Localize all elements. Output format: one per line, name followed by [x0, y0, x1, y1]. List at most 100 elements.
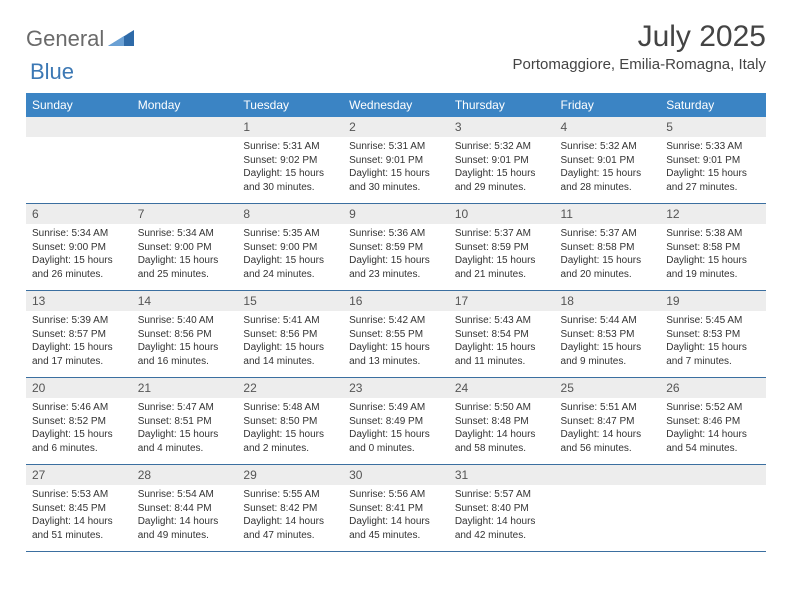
weekday-header: Wednesday [343, 93, 449, 117]
calendar-cell: 12Sunrise: 5:38 AMSunset: 8:58 PMDayligh… [660, 204, 766, 291]
weekday-header: Saturday [660, 93, 766, 117]
brand-triangle-icon [108, 28, 134, 51]
day-number: 6 [26, 204, 132, 224]
day-number: 17 [449, 291, 555, 311]
day-number: 9 [343, 204, 449, 224]
calendar-cell: 18Sunrise: 5:44 AMSunset: 8:53 PMDayligh… [555, 291, 661, 378]
day-number: 28 [132, 465, 238, 485]
day-details: Sunrise: 5:41 AMSunset: 8:56 PMDaylight:… [237, 311, 343, 372]
day-details: Sunrise: 5:53 AMSunset: 8:45 PMDaylight:… [26, 485, 132, 546]
calendar-week-row: 6Sunrise: 5:34 AMSunset: 9:00 PMDaylight… [26, 204, 766, 291]
day-details: Sunrise: 5:31 AMSunset: 9:01 PMDaylight:… [343, 137, 449, 198]
calendar-body: 1Sunrise: 5:31 AMSunset: 9:02 PMDaylight… [26, 117, 766, 552]
calendar-cell: 20Sunrise: 5:46 AMSunset: 8:52 PMDayligh… [26, 378, 132, 465]
day-number: 25 [555, 378, 661, 398]
calendar-cell: 27Sunrise: 5:53 AMSunset: 8:45 PMDayligh… [26, 465, 132, 552]
day-details: Sunrise: 5:48 AMSunset: 8:50 PMDaylight:… [237, 398, 343, 459]
day-number: 19 [660, 291, 766, 311]
day-number: 13 [26, 291, 132, 311]
day-number: 20 [26, 378, 132, 398]
weekday-header: Thursday [449, 93, 555, 117]
day-number: 10 [449, 204, 555, 224]
calendar-cell: 17Sunrise: 5:43 AMSunset: 8:54 PMDayligh… [449, 291, 555, 378]
day-number: 7 [132, 204, 238, 224]
calendar-week-row: 1Sunrise: 5:31 AMSunset: 9:02 PMDaylight… [26, 117, 766, 204]
calendar-cell: 9Sunrise: 5:36 AMSunset: 8:59 PMDaylight… [343, 204, 449, 291]
day-details: Sunrise: 5:43 AMSunset: 8:54 PMDaylight:… [449, 311, 555, 372]
month-title: July 2025 [513, 20, 766, 54]
day-details: Sunrise: 5:37 AMSunset: 8:58 PMDaylight:… [555, 224, 661, 285]
day-details: Sunrise: 5:37 AMSunset: 8:59 PMDaylight:… [449, 224, 555, 285]
calendar-cell: 7Sunrise: 5:34 AMSunset: 9:00 PMDaylight… [132, 204, 238, 291]
day-number: 15 [237, 291, 343, 311]
day-details: Sunrise: 5:50 AMSunset: 8:48 PMDaylight:… [449, 398, 555, 459]
day-number: 14 [132, 291, 238, 311]
calendar-cell [26, 117, 132, 204]
day-details: Sunrise: 5:56 AMSunset: 8:41 PMDaylight:… [343, 485, 449, 546]
calendar-cell [555, 465, 661, 552]
day-details: Sunrise: 5:34 AMSunset: 9:00 PMDaylight:… [26, 224, 132, 285]
calendar-cell [660, 465, 766, 552]
weekday-header-row: SundayMondayTuesdayWednesdayThursdayFrid… [26, 93, 766, 117]
day-number: 12 [660, 204, 766, 224]
calendar-cell: 2Sunrise: 5:31 AMSunset: 9:01 PMDaylight… [343, 117, 449, 204]
day-details: Sunrise: 5:32 AMSunset: 9:01 PMDaylight:… [555, 137, 661, 198]
calendar-cell: 19Sunrise: 5:45 AMSunset: 8:53 PMDayligh… [660, 291, 766, 378]
day-details: Sunrise: 5:52 AMSunset: 8:46 PMDaylight:… [660, 398, 766, 459]
day-number: 3 [449, 117, 555, 137]
day-number: 31 [449, 465, 555, 485]
day-number: 18 [555, 291, 661, 311]
weekday-header: Friday [555, 93, 661, 117]
calendar-cell: 5Sunrise: 5:33 AMSunset: 9:01 PMDaylight… [660, 117, 766, 204]
day-number-empty [660, 465, 766, 485]
brand-logo: General [26, 26, 136, 52]
calendar-table: SundayMondayTuesdayWednesdayThursdayFrid… [26, 93, 766, 552]
calendar-cell: 6Sunrise: 5:34 AMSunset: 9:00 PMDaylight… [26, 204, 132, 291]
day-number: 8 [237, 204, 343, 224]
calendar-week-row: 27Sunrise: 5:53 AMSunset: 8:45 PMDayligh… [26, 465, 766, 552]
day-details: Sunrise: 5:55 AMSunset: 8:42 PMDaylight:… [237, 485, 343, 546]
day-number: 11 [555, 204, 661, 224]
day-details: Sunrise: 5:39 AMSunset: 8:57 PMDaylight:… [26, 311, 132, 372]
day-details: Sunrise: 5:42 AMSunset: 8:55 PMDaylight:… [343, 311, 449, 372]
calendar-cell: 26Sunrise: 5:52 AMSunset: 8:46 PMDayligh… [660, 378, 766, 465]
day-details: Sunrise: 5:51 AMSunset: 8:47 PMDaylight:… [555, 398, 661, 459]
calendar-cell: 23Sunrise: 5:49 AMSunset: 8:49 PMDayligh… [343, 378, 449, 465]
day-details: Sunrise: 5:36 AMSunset: 8:59 PMDaylight:… [343, 224, 449, 285]
day-details: Sunrise: 5:57 AMSunset: 8:40 PMDaylight:… [449, 485, 555, 546]
day-details: Sunrise: 5:33 AMSunset: 9:01 PMDaylight:… [660, 137, 766, 198]
day-number: 2 [343, 117, 449, 137]
calendar-cell: 16Sunrise: 5:42 AMSunset: 8:55 PMDayligh… [343, 291, 449, 378]
calendar-cell: 4Sunrise: 5:32 AMSunset: 9:01 PMDaylight… [555, 117, 661, 204]
calendar-cell: 14Sunrise: 5:40 AMSunset: 8:56 PMDayligh… [132, 291, 238, 378]
calendar-cell: 11Sunrise: 5:37 AMSunset: 8:58 PMDayligh… [555, 204, 661, 291]
calendar-cell: 31Sunrise: 5:57 AMSunset: 8:40 PMDayligh… [449, 465, 555, 552]
day-details: Sunrise: 5:46 AMSunset: 8:52 PMDaylight:… [26, 398, 132, 459]
day-details: Sunrise: 5:49 AMSunset: 8:49 PMDaylight:… [343, 398, 449, 459]
calendar-cell: 25Sunrise: 5:51 AMSunset: 8:47 PMDayligh… [555, 378, 661, 465]
day-details: Sunrise: 5:47 AMSunset: 8:51 PMDaylight:… [132, 398, 238, 459]
day-number: 16 [343, 291, 449, 311]
weekday-header: Sunday [26, 93, 132, 117]
day-number: 5 [660, 117, 766, 137]
title-block: July 2025 Portomaggiore, Emilia-Romagna,… [513, 20, 766, 73]
day-number: 24 [449, 378, 555, 398]
day-details: Sunrise: 5:40 AMSunset: 8:56 PMDaylight:… [132, 311, 238, 372]
calendar-cell: 3Sunrise: 5:32 AMSunset: 9:01 PMDaylight… [449, 117, 555, 204]
day-number: 22 [237, 378, 343, 398]
day-details: Sunrise: 5:35 AMSunset: 9:00 PMDaylight:… [237, 224, 343, 285]
weekday-header: Tuesday [237, 93, 343, 117]
day-details: Sunrise: 5:54 AMSunset: 8:44 PMDaylight:… [132, 485, 238, 546]
day-number: 1 [237, 117, 343, 137]
day-number-empty [26, 117, 132, 137]
location-text: Portomaggiore, Emilia-Romagna, Italy [513, 56, 766, 73]
day-number: 27 [26, 465, 132, 485]
calendar-cell: 24Sunrise: 5:50 AMSunset: 8:48 PMDayligh… [449, 378, 555, 465]
day-number: 21 [132, 378, 238, 398]
day-details: Sunrise: 5:45 AMSunset: 8:53 PMDaylight:… [660, 311, 766, 372]
day-details: Sunrise: 5:32 AMSunset: 9:01 PMDaylight:… [449, 137, 555, 198]
calendar-cell: 21Sunrise: 5:47 AMSunset: 8:51 PMDayligh… [132, 378, 238, 465]
calendar-cell [132, 117, 238, 204]
calendar-cell: 10Sunrise: 5:37 AMSunset: 8:59 PMDayligh… [449, 204, 555, 291]
calendar-cell: 28Sunrise: 5:54 AMSunset: 8:44 PMDayligh… [132, 465, 238, 552]
